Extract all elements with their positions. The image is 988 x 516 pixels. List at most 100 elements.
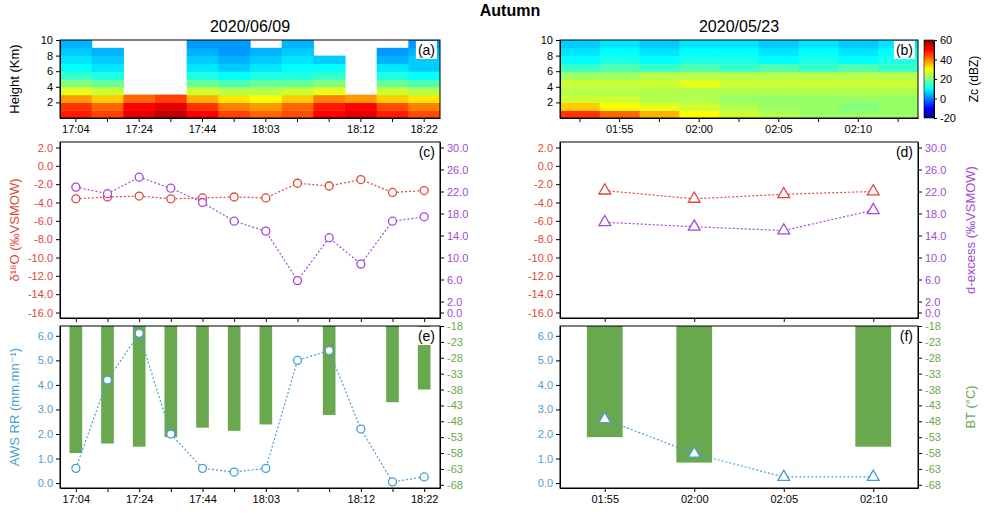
y-axis-tick-label: -14.0 xyxy=(28,288,53,300)
colorbar-axis-tick: 0 xyxy=(934,93,946,105)
panel-title: 2020/05/23 xyxy=(699,18,779,35)
y2-axis-tick-mark xyxy=(440,453,444,454)
x-axis-tick-mark xyxy=(139,318,140,322)
plot-area xyxy=(70,326,431,486)
y-axis: -16.0-14.0-12.0-10.0-8.0-6.0-4.0-2.00.02… xyxy=(528,142,561,319)
y-axis-tick-label: -4.0 xyxy=(34,197,53,209)
x-axis-tick-mark xyxy=(694,488,695,492)
y-axis-tick-label: -16.0 xyxy=(28,307,53,319)
x-axis-tick-mark xyxy=(234,318,235,322)
marker xyxy=(199,464,207,472)
y-axis-tick-label: 8 xyxy=(547,50,553,62)
y2-axis-tick-label: -68 xyxy=(925,479,941,491)
panel-label-bg xyxy=(417,143,437,161)
y2-axis-line xyxy=(918,143,919,319)
plot-frame xyxy=(560,326,918,488)
y2-axis-tick: 26.0 xyxy=(918,164,946,176)
x-axis-tick-label: 17:24 xyxy=(125,123,153,135)
series-line xyxy=(76,180,424,199)
heat-cell xyxy=(60,110,92,118)
x-axis-tick-mark xyxy=(108,488,109,492)
marker xyxy=(867,203,879,213)
y2-axis-tick-mark xyxy=(440,374,444,375)
y-axis-tick-mark xyxy=(56,434,60,435)
heat-cell xyxy=(155,95,187,103)
y2-axis-tick-mark xyxy=(440,280,444,281)
y-axis-tick-label: 10 xyxy=(41,34,53,46)
x-axis-tick-label: 02:10 xyxy=(860,493,888,505)
y2-axis-tick: 26.0 xyxy=(440,164,468,176)
y-axis-tick-label: -4.0 xyxy=(534,197,553,209)
x-axis xyxy=(561,318,919,322)
y2-axis-tick-label: 18.0 xyxy=(925,208,946,220)
y2-axis-tick-label: 14.0 xyxy=(925,230,946,242)
heat-cell xyxy=(719,87,759,95)
y2-axis-tick-label: 2.0 xyxy=(447,296,462,308)
heat-cell xyxy=(719,48,759,56)
y2-axis-tick-mark xyxy=(918,390,922,391)
figure: Autumn24681017:0417:2417:4418:0318:1218:… xyxy=(0,0,988,516)
heat-cell xyxy=(218,48,250,56)
y2-axis-tick-label: -63 xyxy=(447,463,463,475)
x-axis-tick-mark xyxy=(424,488,425,492)
x-axis-tick xyxy=(139,318,140,322)
heat-cell xyxy=(408,71,440,79)
y-axis: 0.01.02.03.04.05.06.0 xyxy=(538,327,561,490)
marker xyxy=(867,185,879,195)
y-axis-tick-mark xyxy=(56,239,60,240)
bar xyxy=(196,326,209,428)
heat-cell xyxy=(123,95,155,103)
y-axis-line xyxy=(60,327,61,489)
marker xyxy=(294,356,302,364)
y-axis-tick-mark xyxy=(556,409,560,410)
x-axis-tick xyxy=(694,318,695,322)
y-axis-tick-mark xyxy=(56,102,60,103)
y-axis-tick-mark xyxy=(56,276,60,277)
x-axis-tick xyxy=(392,118,393,122)
y2-axis-tick: 30.0 xyxy=(918,142,946,154)
heat-cell xyxy=(878,79,918,87)
x-axis-tick-label: 18:12 xyxy=(347,123,375,135)
y-axis-tick: -10.0 xyxy=(528,252,560,264)
y-axis-tick-mark xyxy=(556,239,560,240)
colorbar-axis-tick-mark xyxy=(934,40,937,41)
heat-cell xyxy=(313,79,345,87)
y2-axis-tick-label: -53 xyxy=(447,431,463,443)
y-axis-tick-label: -8.0 xyxy=(534,233,553,245)
bar xyxy=(70,326,83,453)
y2-axis-tick-mark xyxy=(440,326,444,327)
heat-cell xyxy=(408,95,440,103)
x-axis-line xyxy=(561,488,919,489)
y2-axis-tick-label: -38 xyxy=(925,384,941,396)
plot-frame xyxy=(60,142,440,318)
y-axis-tick: -2.0 xyxy=(534,178,560,190)
colorbar-axis-tick: 20 xyxy=(934,73,952,85)
x-axis-tick-mark xyxy=(784,318,785,322)
y2-axis-tick-label: 10.0 xyxy=(447,252,468,264)
x-axis-tick-mark xyxy=(424,118,425,122)
heat-cell xyxy=(560,71,600,79)
panel-label-bg xyxy=(416,327,437,345)
y-axis-tick: 5.0 xyxy=(538,354,560,366)
y2-axis-tick: -68 xyxy=(440,479,463,491)
x-axis-tick xyxy=(171,488,172,492)
heat-cell xyxy=(759,79,799,87)
y-axis-tick: 2.0 xyxy=(538,142,560,154)
heat-cell xyxy=(60,95,92,103)
heat-cell xyxy=(250,87,282,95)
y2-axis-tick-label: -58 xyxy=(447,447,463,459)
x-axis-tick-mark xyxy=(873,318,874,322)
x-axis-tick xyxy=(171,318,172,322)
heat-cell xyxy=(187,87,219,95)
heat-cell xyxy=(377,87,409,95)
x-axis-tick-mark xyxy=(873,488,874,492)
heat-cell xyxy=(719,102,759,110)
heat-cell xyxy=(799,40,839,48)
panel-label: (e) xyxy=(418,328,435,344)
y2-axis: -68-63-58-53-48-43-38-33-28-23-18 xyxy=(440,320,463,491)
y-axis-tick: 1.0 xyxy=(538,453,560,465)
y2-axis-tick-label: 18.0 xyxy=(447,208,468,220)
y-axis-tick-label: -10.0 xyxy=(528,252,553,264)
x-axis-tick xyxy=(234,318,235,322)
panel-label: (a) xyxy=(418,42,435,58)
